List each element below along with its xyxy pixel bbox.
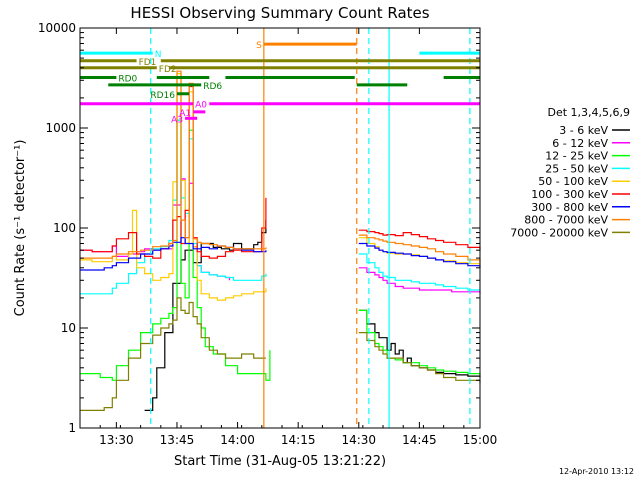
y-tick-label: 1 xyxy=(68,421,76,435)
legend-label-4: 25 - 50 keV xyxy=(545,162,608,175)
x-axis-label: Start Time (31-Aug-05 13:21:22) xyxy=(174,454,386,469)
x-tick-label: 14:45 xyxy=(402,433,437,447)
x-tick-label: 13:30 xyxy=(99,433,134,447)
series-line-5 xyxy=(80,73,267,301)
x-tick-label: 14:30 xyxy=(341,433,376,447)
series-line-after-gap-6 xyxy=(358,229,481,251)
legend-label-6: 100 - 300 keV xyxy=(531,188,608,201)
flag-label-a0: A0 xyxy=(195,101,207,111)
x-tick-label: 14:00 xyxy=(220,433,255,447)
series-line-after-gap-2 xyxy=(358,267,481,294)
series-curves xyxy=(80,70,271,411)
footer-date: 12-Apr-2010 13:12 xyxy=(559,467,634,476)
flag-label-fd1: FD1 xyxy=(139,58,157,68)
y-tick-label: 10 xyxy=(61,321,76,335)
flag-label-a1: A1 xyxy=(179,109,191,119)
series-line-9 xyxy=(80,297,266,411)
flag-label-rd6: RD6 xyxy=(203,82,222,92)
flag-label-s: S xyxy=(256,41,262,51)
y-axis-label: Count Rate (s⁻¹ detector⁻¹) xyxy=(13,140,28,317)
series-line-after-gap-5 xyxy=(358,237,481,265)
flag-label-rd0: RD0 xyxy=(118,74,137,84)
legend-title: Det 1,3,4,5,6,9 xyxy=(547,106,630,119)
legend-label-3: 12 - 25 keV xyxy=(545,150,608,163)
series-line-6 xyxy=(80,85,267,259)
vertical-marker-lines xyxy=(150,28,471,428)
series-line-1 xyxy=(144,220,267,411)
flag-label-n: N xyxy=(155,50,162,60)
x-tick-label: 15:00 xyxy=(463,433,498,447)
x-tick-label: 14:15 xyxy=(281,433,316,447)
x-tick-label: 13:45 xyxy=(160,433,195,447)
y-axis: 1 10 100 1000 10000 xyxy=(38,21,480,435)
y-tick-label: 10000 xyxy=(38,21,76,35)
series-line-8 xyxy=(80,70,267,259)
legend-label-1: 3 - 6 keV xyxy=(559,124,608,137)
legend-label-5: 50 - 100 keV xyxy=(538,175,608,188)
chart-title: HESSI Observing Summary Count Rates xyxy=(130,4,429,22)
flag-label-a3: A3 xyxy=(171,115,183,125)
series-line-after-gap-8 xyxy=(358,234,481,263)
legend-label-9: 7000 - 20000 keV xyxy=(510,226,608,239)
legend-label-8: 800 - 7000 keV xyxy=(524,214,608,227)
series-line-after-gap-7 xyxy=(358,242,481,268)
series-line-after-gap-9 xyxy=(358,332,481,384)
flag-label-rd16: RD16 xyxy=(150,91,175,101)
y-tick-label: 100 xyxy=(53,221,76,235)
series-line-after-gap-4 xyxy=(358,253,480,291)
legend-label-2: 6 - 12 keV xyxy=(552,137,608,150)
y-tick-label: 1000 xyxy=(45,121,76,135)
x-axis: 13:30 13:45 14:00 14:15 14:30 14:45 15:00 xyxy=(79,28,498,447)
legend-label-7: 300 - 800 keV xyxy=(531,201,608,214)
series-line-2 xyxy=(80,178,231,281)
flag-label-fd2: FD2 xyxy=(159,65,177,75)
series-curves-after-gap xyxy=(358,229,481,384)
